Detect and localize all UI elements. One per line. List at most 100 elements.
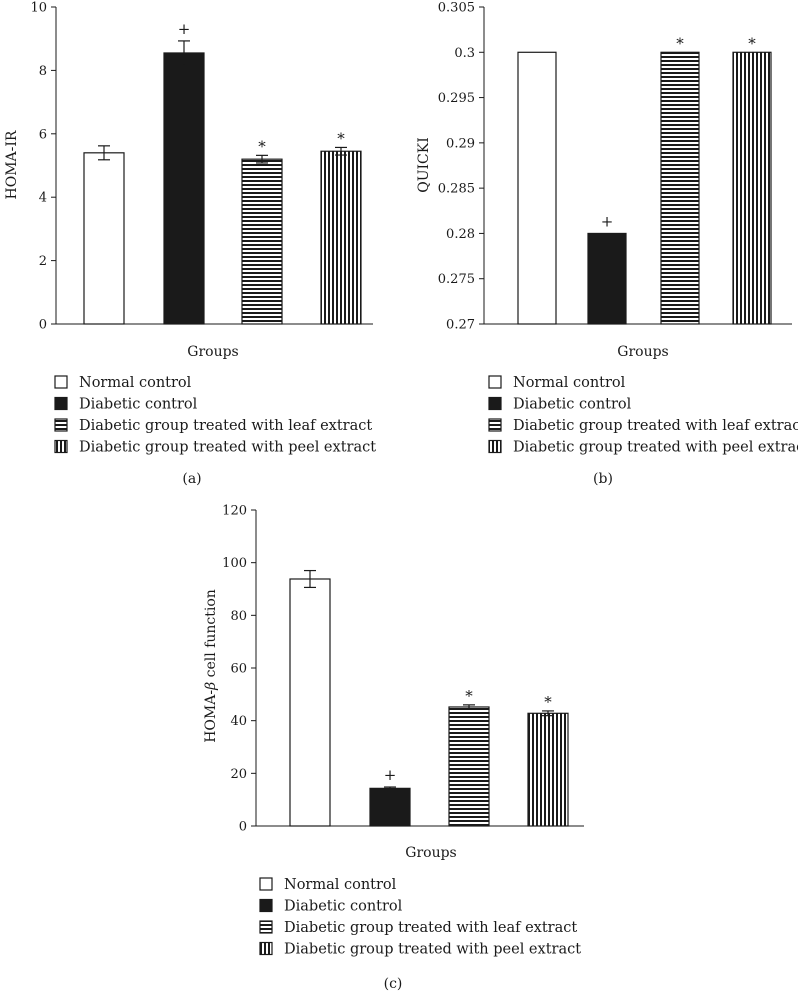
significance-star-mark: * <box>337 129 345 147</box>
legend-a: Normal control Diabetic control Diabetic g… <box>54 375 376 456</box>
chart-homa-beta: + * * 0 20 40 60 80 100 120 HOMA-β cell function… <box>203 504 584 861</box>
bar-diabetic-control <box>587 232 627 325</box>
x-axis-title-groups: Groups <box>187 344 238 360</box>
bar-diabetic-group-treated-with-leaf-extract <box>660 51 700 325</box>
y-axis-title-quicki: QUICKI <box>416 137 432 193</box>
legend-label: Diabetic group treated with leaf extract <box>79 418 372 434</box>
error-bar <box>463 704 475 710</box>
chart-homa-ir: + * * 0 2 4 6 8 10 HOMA-IR Groups <box>4 1 373 360</box>
error-bar <box>178 40 190 66</box>
error-bar <box>335 146 347 156</box>
y-axis-title-suffix: cell function <box>203 589 219 682</box>
legend-swatch <box>54 396 68 411</box>
legend-swatch <box>54 375 68 389</box>
significance-plus-mark: + <box>601 212 614 230</box>
y-tick-label: 120 <box>222 504 247 519</box>
y-tick-label: 0.28 <box>446 227 475 242</box>
error-bar <box>256 154 268 164</box>
legend-label: Normal control <box>513 375 626 391</box>
bar-diabetic-group-treated-with-leaf-extract <box>448 706 490 827</box>
legend-label: Diabetic group treated with peel extract <box>284 942 581 958</box>
caption-b: (b) <box>593 471 613 487</box>
bar-diabetic-group-treated-with-leaf-extract <box>241 158 283 325</box>
y-tick-label: 0.29 <box>446 136 475 151</box>
y-tick-label: 0.3 <box>454 46 475 61</box>
caption-a: (a) <box>182 471 201 487</box>
significance-star-mark: * <box>465 687 473 705</box>
bar-diabetic-control <box>369 787 411 827</box>
legend-item-diabetic-group-treated-with-leaf-extract: Diabetic group treated with leaf extract <box>488 418 798 434</box>
legend-item-diabetic-control: Diabetic control <box>54 396 198 413</box>
y-tick-label: 40 <box>230 714 247 729</box>
y-axis-title-homa-beta: HOMA-β cell function <box>203 589 219 743</box>
legend-swatch <box>488 418 502 432</box>
legend-label: Diabetic group treated with peel extract <box>513 440 798 456</box>
legend-swatch <box>259 877 273 891</box>
legend-label: Diabetic control <box>79 397 198 413</box>
y-tick-label: 0.27 <box>446 318 475 333</box>
legend-swatch <box>259 941 273 956</box>
y-axis-title-homa-ir: HOMA-IR <box>4 130 20 199</box>
bar-diabetic-control <box>163 52 205 325</box>
legend-b: Normal control Diabetic control Diabetic g… <box>488 375 798 456</box>
bar-normal-control <box>83 152 125 325</box>
legend-label: Normal control <box>284 877 397 893</box>
legend-label: Diabetic group treated with peel extract <box>79 440 376 456</box>
y-tick-label: 100 <box>222 556 247 571</box>
legend-swatch <box>54 418 68 432</box>
bar-diabetic-group-treated-with-peel-extract <box>732 51 772 325</box>
y-tick-label: 20 <box>230 767 247 782</box>
significance-plus-mark: + <box>178 20 191 38</box>
significance-star-mark: * <box>748 34 756 52</box>
legend-label: Diabetic control <box>513 397 632 413</box>
legend-item-diabetic-control: Diabetic control <box>488 396 632 413</box>
y-tick-label: 0 <box>39 318 47 333</box>
x-axis-title-groups: Groups <box>405 845 456 861</box>
y-tick-label: 0.275 <box>438 272 475 287</box>
y-tick-label: 0.285 <box>438 182 475 197</box>
legend-item-diabetic-group-treated-with-leaf-extract: Diabetic group treated with leaf extract <box>54 418 372 434</box>
legend-label: Diabetic control <box>284 899 403 915</box>
significance-star-mark: * <box>258 137 266 155</box>
caption-c: (c) <box>384 976 403 992</box>
legend-c: Normal control Diabetic control Diabetic g… <box>259 877 581 958</box>
legend-swatch <box>488 375 502 389</box>
error-bar <box>542 710 554 717</box>
significance-star-mark: * <box>544 693 552 711</box>
bar-normal-control <box>289 578 331 827</box>
legend-item-diabetic-group-treated-with-peel-extract: Diabetic group treated with peel extract <box>488 439 798 456</box>
y-tick-label: 4 <box>39 191 47 206</box>
y-tick-label: 10 <box>30 1 47 16</box>
y-tick-label: 8 <box>39 64 47 79</box>
y-tick-label: 0 <box>239 820 247 835</box>
y-axis-title-prefix: HOMA- <box>203 690 219 743</box>
legend-item-normal-control: Normal control <box>54 375 192 391</box>
y-tick-label: 60 <box>230 662 247 677</box>
legend-item-diabetic-control: Diabetic control <box>259 898 403 915</box>
y-tick-label: 80 <box>230 609 247 624</box>
legend-swatch <box>259 898 273 913</box>
y-axis-title-beta-symbol: β <box>203 682 219 691</box>
significance-star-mark: * <box>676 34 684 52</box>
legend-item-normal-control: Normal control <box>488 375 626 391</box>
error-bar <box>98 145 110 161</box>
bar-diabetic-group-treated-with-peel-extract <box>320 150 362 325</box>
legend-item-normal-control: Normal control <box>259 877 397 893</box>
legend-item-diabetic-group-treated-with-peel-extract: Diabetic group treated with peel extract <box>54 439 376 456</box>
chart-quicki: +* * 0.270.2750.280.2850.290.2950.30.305 … <box>416 1 792 360</box>
bar-normal-control <box>517 51 557 325</box>
bar-diabetic-group-treated-with-peel-extract <box>527 712 569 827</box>
y-tick-label: 0.305 <box>438 1 475 16</box>
legend-label: Diabetic group treated with leaf extract <box>513 418 798 434</box>
legend-swatch <box>259 920 273 934</box>
significance-plus-mark: + <box>384 766 397 784</box>
error-bar <box>304 569 316 589</box>
legend-swatch <box>488 439 502 454</box>
y-tick-label: 2 <box>39 254 47 269</box>
legend-item-diabetic-group-treated-with-leaf-extract: Diabetic group treated with leaf extract <box>259 920 577 936</box>
legend-label: Diabetic group treated with leaf extract <box>284 920 577 936</box>
legend-swatch <box>54 439 68 454</box>
legend-swatch <box>488 396 502 411</box>
x-axis-title-groups: Groups <box>617 344 668 360</box>
